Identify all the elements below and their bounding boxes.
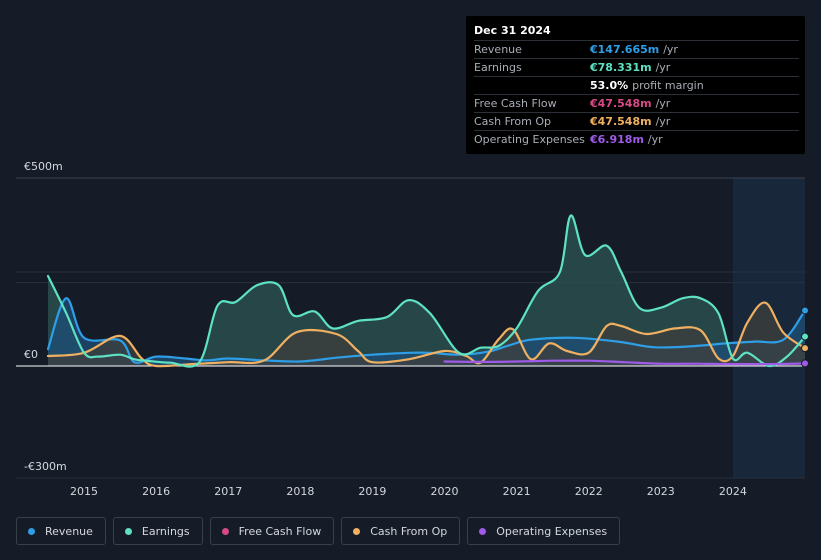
x-axis-labels: 2015 2016 2017 2018 2019 2020 2021 2022 2023 2024 — [70, 485, 747, 498]
legend-dot-icon — [124, 527, 132, 535]
operating-expenses-line — [443, 359, 807, 366]
legend-item-revenue[interactable]: Revenue — [16, 517, 106, 545]
tooltip-row: Operating Expenses €6.918m/yr — [474, 130, 799, 148]
free-cash-flow-area-positive — [48, 302, 805, 366]
tooltip-row-unit: /yr — [663, 43, 678, 56]
operating-expenses-end-point — [801, 359, 809, 368]
tooltip-row-value: €78.331m — [590, 61, 652, 74]
legend-label: Earnings — [141, 524, 190, 538]
gridlines — [16, 177, 805, 479]
earnings-line — [46, 214, 807, 368]
legend-label: Free Cash Flow — [238, 524, 322, 538]
x-tick-label: 2020 — [431, 485, 459, 498]
x-tick-label: 2017 — [214, 485, 242, 498]
x-tick-label: 2019 — [358, 485, 386, 498]
tooltip-row-value: 53.0% — [590, 79, 629, 92]
series-lines — [46, 214, 807, 368]
legend-item-operating-expenses[interactable]: Operating Expenses — [467, 517, 621, 545]
legend-item-earnings[interactable]: Earnings — [112, 517, 203, 545]
tooltip-row-label: Cash From Op — [474, 115, 552, 128]
legend-item-cash-from-op[interactable]: Cash From Op — [341, 517, 461, 545]
legend-label: Revenue — [45, 524, 93, 538]
x-tick-label: 2021 — [503, 485, 531, 498]
revenue-line — [46, 297, 807, 364]
legend-dot-icon — [479, 527, 487, 535]
tooltip-rows: Revenue €147.665m/yr Earnings €78.331m/yr 53… — [474, 40, 799, 148]
earnings-revenue-chart: €500m€0-€300m 2015 2016 2017 2018 2019 2020 20… — [16, 160, 809, 498]
tooltip-row-value: €147.665m — [590, 43, 660, 56]
tooltip-row: Cash From Op €47.548m/yr — [474, 112, 799, 130]
y-tick-label: €500m — [24, 160, 63, 173]
legend-item-free-cash-flow[interactable]: Free Cash Flow — [209, 517, 335, 545]
revenue-end-point — [801, 306, 809, 315]
tooltip-row-unit: /yr — [647, 133, 663, 146]
y-axis-labels: €500m €0 -€300m — [24, 160, 67, 473]
tooltip-row-unit: /yr — [655, 115, 671, 128]
x-tick-label: 2016 — [142, 485, 170, 498]
x-tick-label: 2018 — [286, 485, 314, 498]
x-tick-label: 2024 — [719, 485, 747, 498]
tooltip-row: Revenue €147.665m/yr — [474, 40, 799, 58]
legend-label: Cash From Op — [370, 524, 448, 538]
tooltip-row-label: Earnings — [474, 61, 522, 74]
tooltip-date: Dec 31 2024 — [474, 24, 551, 37]
x-tick-label: 2022 — [575, 485, 603, 498]
tooltip-row: 53.0% profit margin — [474, 76, 799, 94]
legend-label: Operating Expenses — [496, 524, 608, 538]
tooltip-row-unit: profit margin — [632, 79, 704, 92]
tooltip-row-label: Operating Expenses — [474, 133, 585, 146]
series-end-dots — [801, 306, 809, 368]
tooltip-row-unit: /yr — [655, 97, 671, 110]
x-tick-label: 2015 — [70, 485, 98, 498]
cash-from-op-line — [46, 301, 807, 368]
legend-dot-icon — [353, 527, 361, 535]
chart-legend: Revenue Earnings Free Cash Flow Cash From O… — [16, 517, 621, 545]
tooltip-row-value: €6.918m — [590, 133, 644, 146]
y-tick-label: -€300m — [24, 460, 67, 473]
tooltip-row: Free Cash Flow €47.548m/yr — [474, 94, 799, 112]
tooltip-row-value: €47.548m — [590, 115, 652, 128]
y-tick-label: €0 — [24, 348, 38, 361]
tooltip-row-label: Revenue — [474, 43, 522, 56]
earnings-end-point — [801, 332, 809, 341]
x-tick-label: 2023 — [647, 485, 675, 498]
series-areas — [48, 215, 805, 367]
tooltip-row-value: €47.548m — [590, 97, 652, 110]
cash-from-op-end-point — [801, 344, 809, 353]
legend-dot-icon — [221, 527, 229, 535]
tooltip-row-unit: /yr — [655, 61, 671, 74]
tooltip-row-label — [474, 77, 590, 94]
tooltip-row: Earnings €78.331m/yr — [474, 58, 799, 76]
legend-dot-icon — [28, 527, 35, 535]
tooltip-row-label: Free Cash Flow — [474, 97, 557, 110]
tooltip-panel: Dec 31 2024 Revenue €147.665m/yr Earnings €… — [466, 16, 805, 154]
